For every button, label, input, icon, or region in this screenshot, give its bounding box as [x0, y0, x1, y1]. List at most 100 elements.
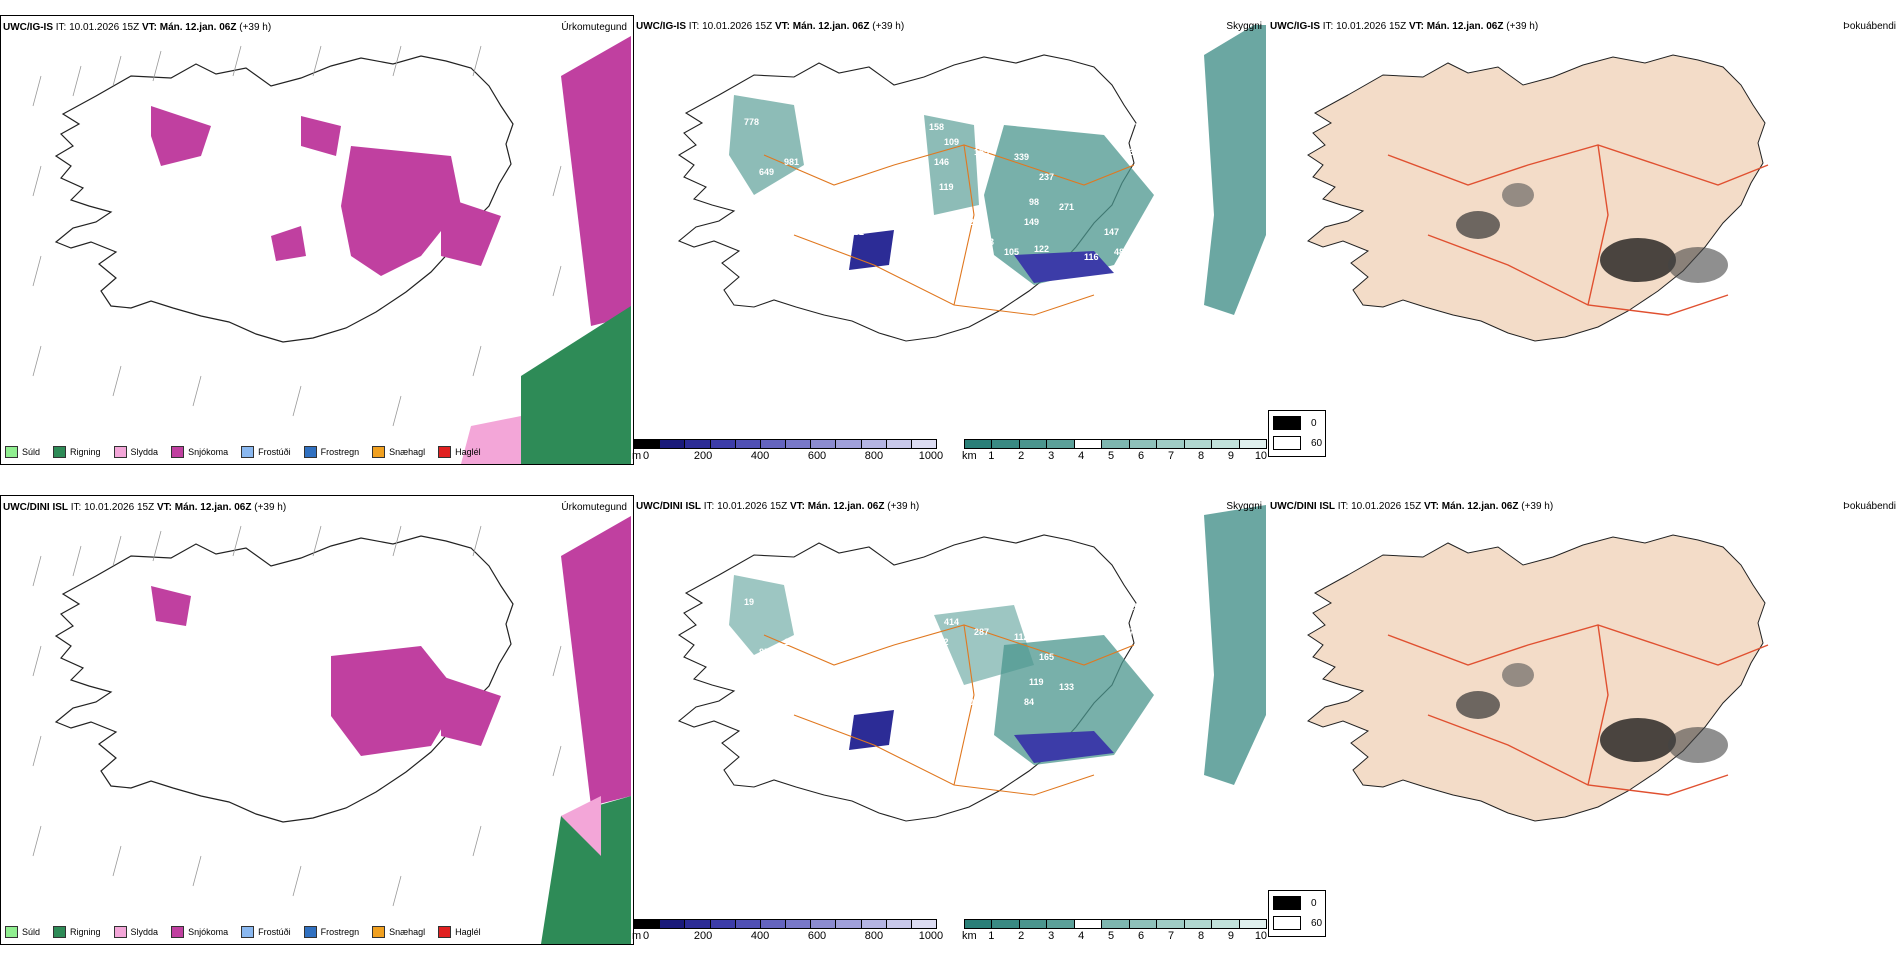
- cloud-base-label: 190: [1074, 102, 1089, 112]
- panel-title: Úrkomutegund: [561, 22, 627, 33]
- legend-item: Frostúði: [241, 446, 291, 458]
- legend-label: Snjókoma: [188, 447, 229, 457]
- legend-item: Haglél: [438, 926, 481, 938]
- legend-swatch: [171, 446, 185, 458]
- colorbar-strip: [964, 919, 1267, 929]
- cloud-base-label: 237: [1039, 172, 1054, 182]
- legend-swatch: [53, 926, 67, 938]
- fog-legend-swatch: [1273, 416, 1301, 430]
- cloud-base-label: 813: [1019, 117, 1034, 127]
- legend-item: Snæhagl: [372, 926, 425, 938]
- legend-swatch: [303, 446, 317, 458]
- legend-label: Frostregn: [320, 447, 360, 457]
- colorbar-strip: [634, 439, 937, 449]
- legend-swatch: [5, 446, 18, 458]
- fog-legend-swatch: [1273, 896, 1301, 910]
- fog-legend-row: 0: [1273, 416, 1317, 430]
- colorbar-tick: 10: [1254, 450, 1268, 462]
- cloud-base-label: 84: [1024, 697, 1034, 707]
- colorbar-strip: [634, 919, 937, 929]
- legend-item: Frostregn: [303, 446, 360, 458]
- colorbar-tick: 1000: [918, 450, 944, 462]
- colorbar-strip: [964, 439, 1267, 449]
- panel-header: UWC/DINI ISL IT: 10.01.2026 15Z VT: Mán.…: [636, 501, 920, 512]
- colorbar-tick: 400: [750, 930, 770, 942]
- legend-label: Súld: [22, 447, 41, 457]
- colorbar-tick: 400: [750, 450, 770, 462]
- cloud-base-label: 327: [834, 242, 849, 252]
- colorbar-tick: 1: [988, 450, 995, 462]
- fog-map: [1307, 534, 1769, 822]
- panel-header: UWC/IG-IS IT: 10.01.2026 15Z VT: Mán. 12…: [3, 22, 272, 33]
- fog-legend-row: 0: [1273, 896, 1317, 910]
- cloud-base-label: 131: [1124, 147, 1139, 157]
- panel-title: Þokuábendi: [1843, 21, 1896, 32]
- colorbar-tick: 9: [1227, 450, 1235, 462]
- colorbar-tick: 800: [864, 930, 884, 942]
- legend-label: Haglél: [455, 927, 481, 937]
- legend-item: Snjókoma: [171, 446, 228, 458]
- legend-swatch: [438, 926, 452, 938]
- colorbar-unit: km: [962, 930, 977, 942]
- fog-legend-value: 0: [1311, 897, 1317, 909]
- panel-title: Skyggni: [1226, 21, 1262, 32]
- cloud-base-label: 126: [964, 217, 979, 227]
- colorbar-tick: 1000: [918, 930, 944, 942]
- cloud-base-label: 112: [934, 637, 949, 647]
- colorbar-tick: 7: [1167, 930, 1175, 942]
- panel-header: UWC/DINI ISL IT: 10.01.2026 15Z VT: Mán.…: [3, 502, 287, 513]
- colorbar-tick: 3: [1048, 450, 1055, 462]
- cloud-base-label: 287: [974, 627, 989, 637]
- ceiling-colorbar: m 0 200 400 600 800 1000: [632, 919, 943, 942]
- legend-swatch: [438, 446, 452, 458]
- cloud-base-label: 957: [1159, 232, 1174, 242]
- cloud-base-label: 481: [1114, 247, 1129, 257]
- legend-item: Súld: [5, 926, 40, 938]
- legend-swatch: [171, 926, 185, 938]
- cloud-base-label: 149: [784, 637, 799, 647]
- colorbar-tick: 6: [1138, 930, 1145, 942]
- legend-label: Snæhagl: [389, 927, 426, 937]
- cloud-base-label: 165: [1039, 652, 1054, 662]
- cloud-base-label: 71: [979, 717, 989, 727]
- legend-swatch: [5, 926, 18, 938]
- legend-swatch: [113, 446, 127, 458]
- legend-item: Rigning: [53, 446, 101, 458]
- cloud-base-label: 119: [1029, 677, 1044, 687]
- cloud-base-label: 333: [1154, 167, 1169, 177]
- cloud-base-label: 77: [1129, 122, 1139, 132]
- cloud-base-label: 119: [939, 182, 954, 192]
- legend-swatch: [53, 446, 67, 458]
- colorbar-tick: 0: [643, 450, 650, 462]
- fog-legend-value: 60: [1311, 437, 1323, 449]
- cloud-base-label: 109: [944, 137, 959, 147]
- colorbar-tick: 600: [807, 450, 827, 462]
- road-network: [763, 624, 1135, 796]
- cloud-base-label: 146: [934, 157, 949, 167]
- cloud-base-label: 85: [759, 647, 769, 657]
- legend-label: Súld: [22, 927, 41, 937]
- colorbar-tick: 2: [1018, 450, 1025, 462]
- panel-title: Þokuábendi: [1843, 501, 1896, 512]
- cloud-base-label: 98: [1029, 197, 1039, 207]
- cloud-base-label: 53: [874, 222, 884, 232]
- precip-legend: Súld Rigning Slydda Snjókoma Frostúði Frostre…: [5, 926, 481, 938]
- cloud-base-label: 187: [1154, 647, 1169, 657]
- panel-header: UWC/IG-IS IT: 10.01.2026 15Z VT: Mán. 12…: [636, 21, 905, 32]
- colorbar-unit: km: [962, 450, 977, 462]
- colorbar-tick: 6: [1138, 450, 1145, 462]
- panel-title: Skyggni: [1226, 501, 1262, 512]
- cloud-base-label: 19: [744, 597, 754, 607]
- cloud-base-label: 414: [944, 617, 959, 627]
- cloud-base-label: 112: [1014, 632, 1029, 642]
- cloud-base-label: 105: [1004, 247, 1019, 257]
- cloud-base-label: 339: [1014, 152, 1029, 162]
- colorbar-tick: 7: [1167, 450, 1175, 462]
- wind-barbs: [32, 525, 562, 907]
- cloud-base-label: 778: [744, 117, 759, 127]
- cloud-base-label: 133: [979, 237, 994, 247]
- wind-barbs: [32, 45, 562, 427]
- precip-map: [32, 516, 631, 944]
- colorbar-tick: 5: [1108, 930, 1115, 942]
